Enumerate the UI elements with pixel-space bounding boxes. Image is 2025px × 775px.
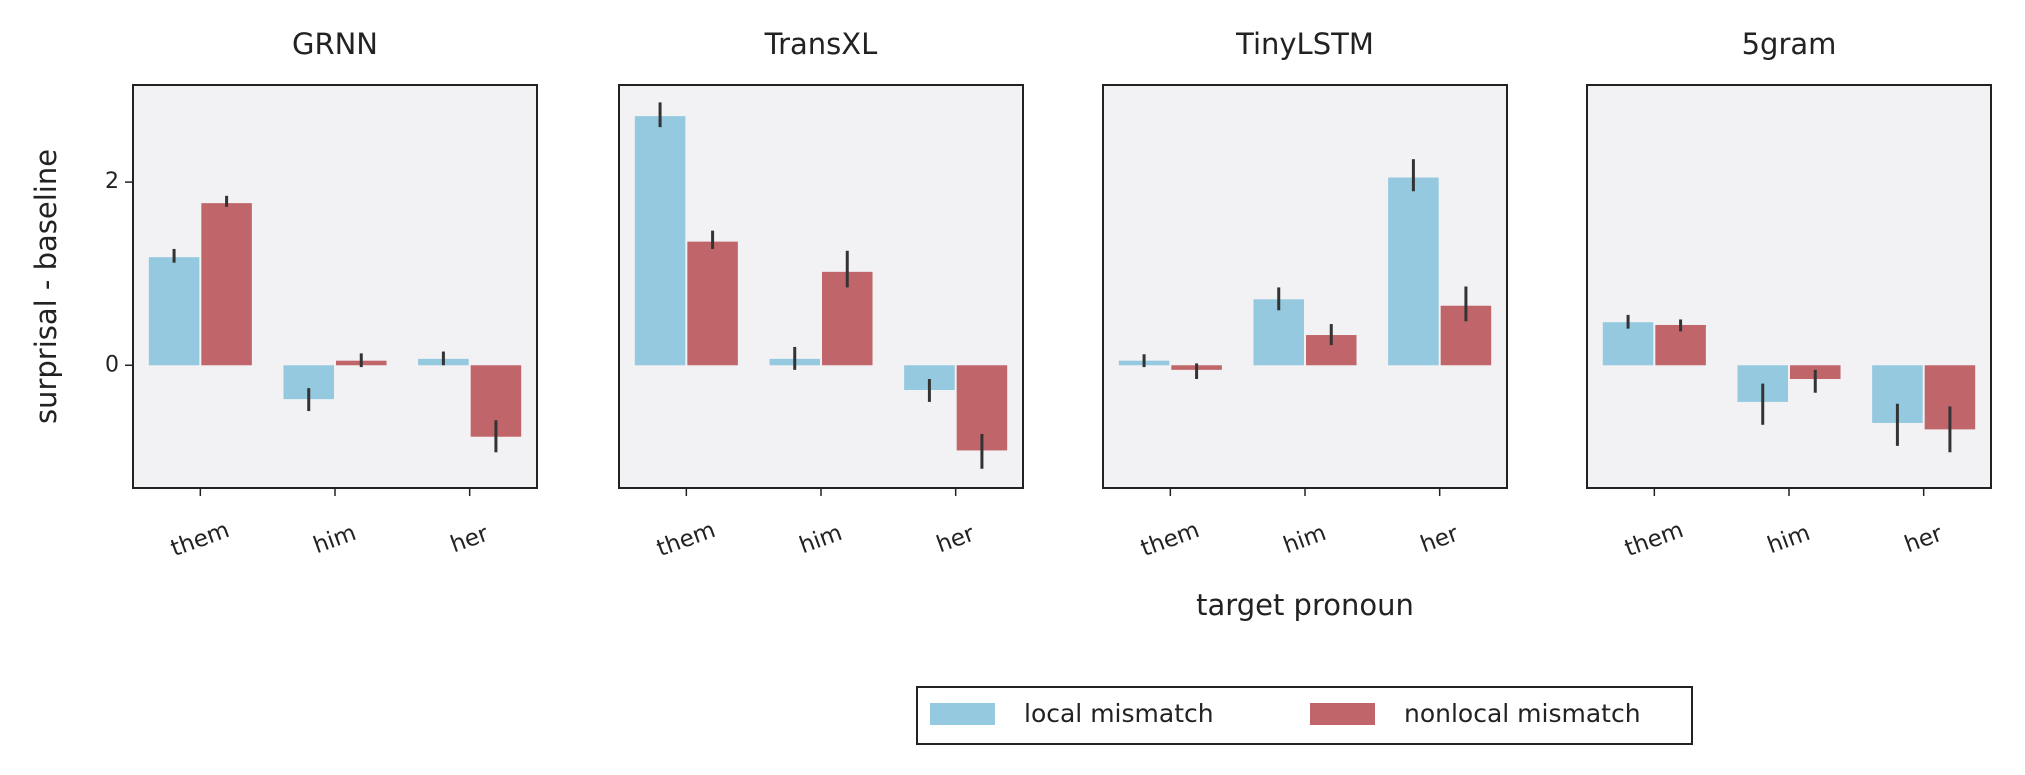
plot-frame xyxy=(1102,84,1508,489)
x-tick-label: him xyxy=(1764,520,1814,559)
panel-title: 5gram xyxy=(1742,27,1837,61)
bar xyxy=(1388,177,1439,366)
x-tick-label: him xyxy=(1280,520,1330,559)
x-axis-label: target pronoun xyxy=(1196,588,1414,622)
bar xyxy=(148,257,200,366)
plot-background xyxy=(1103,85,1507,488)
x-tick-label: her xyxy=(933,521,978,559)
bar xyxy=(201,203,252,366)
x-tick-label: her xyxy=(1417,521,1462,559)
bar xyxy=(687,241,738,366)
bar xyxy=(1655,324,1706,366)
legend-swatch xyxy=(1310,703,1375,725)
x-tick-label: them xyxy=(1137,517,1202,562)
x-tick-label: her xyxy=(447,521,492,559)
plot-frame xyxy=(1586,84,1992,489)
panel-title: GRNN xyxy=(292,27,378,61)
legend-swatch xyxy=(930,703,995,725)
y-tick-label: 0 xyxy=(105,352,119,377)
x-tick-label: them xyxy=(1621,517,1686,562)
legend-label: nonlocal mismatch xyxy=(1404,699,1641,728)
y-tick-label: 2 xyxy=(105,169,119,194)
panel-title: TransXL xyxy=(764,27,878,61)
plot-frame xyxy=(132,84,538,489)
panel-title: TinyLSTM xyxy=(1235,27,1374,61)
y-axis-label: surprisal - baseline xyxy=(29,149,63,424)
plot-background xyxy=(1587,85,1991,488)
plot-background xyxy=(133,85,537,488)
x-tick-label: them xyxy=(653,517,718,562)
legend-box xyxy=(916,686,1693,745)
x-tick-label: him xyxy=(796,520,846,559)
plot-background xyxy=(619,85,1023,488)
bar xyxy=(1602,322,1654,366)
plot-frame xyxy=(618,84,1024,489)
legend-label: local mismatch xyxy=(1024,699,1214,728)
x-tick-label: them xyxy=(167,517,232,562)
x-tick-label: her xyxy=(1901,521,1946,559)
bar xyxy=(634,116,686,366)
x-tick-label: him xyxy=(310,520,360,559)
